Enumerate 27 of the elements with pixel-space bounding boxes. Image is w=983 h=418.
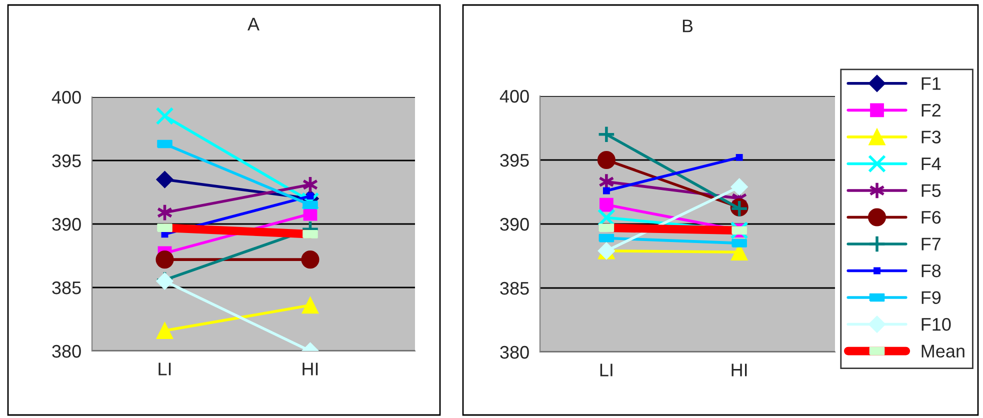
y-tick-label: 380: [500, 346, 529, 359]
legend-label: F2: [922, 104, 941, 116]
y-tick-label: 400: [500, 90, 529, 103]
y-tick-label: 400: [52, 90, 81, 104]
legend-label: F9: [922, 291, 941, 304]
x-tick-label: HI: [302, 362, 318, 376]
legend-label: Mean: [922, 344, 964, 358]
legend-label: F8: [922, 264, 941, 278]
y-tick-label: 390: [500, 218, 529, 231]
legend-label: F3: [922, 130, 941, 144]
y-tick-label: 385: [52, 281, 81, 294]
legend-label: F1: [922, 77, 941, 90]
legend-label: F4: [922, 158, 941, 170]
x-tick-label: LI: [600, 364, 612, 376]
y-tick-label: 390: [52, 218, 81, 231]
legend-label: F6: [922, 210, 941, 224]
x-tick-label: HI: [732, 364, 747, 376]
x-tick-label: LI: [158, 362, 171, 376]
legend-label: F10: [922, 318, 951, 331]
y-tick-label: 395: [500, 154, 529, 167]
y-tick-label: 380: [52, 344, 81, 358]
legend-label: F5: [922, 184, 941, 197]
chart-title: B: [682, 20, 693, 32]
chart-title: A: [248, 18, 260, 30]
y-tick-label: 395: [52, 154, 81, 168]
y-tick-label: 385: [500, 282, 529, 295]
legend-label: F7: [922, 238, 941, 250]
